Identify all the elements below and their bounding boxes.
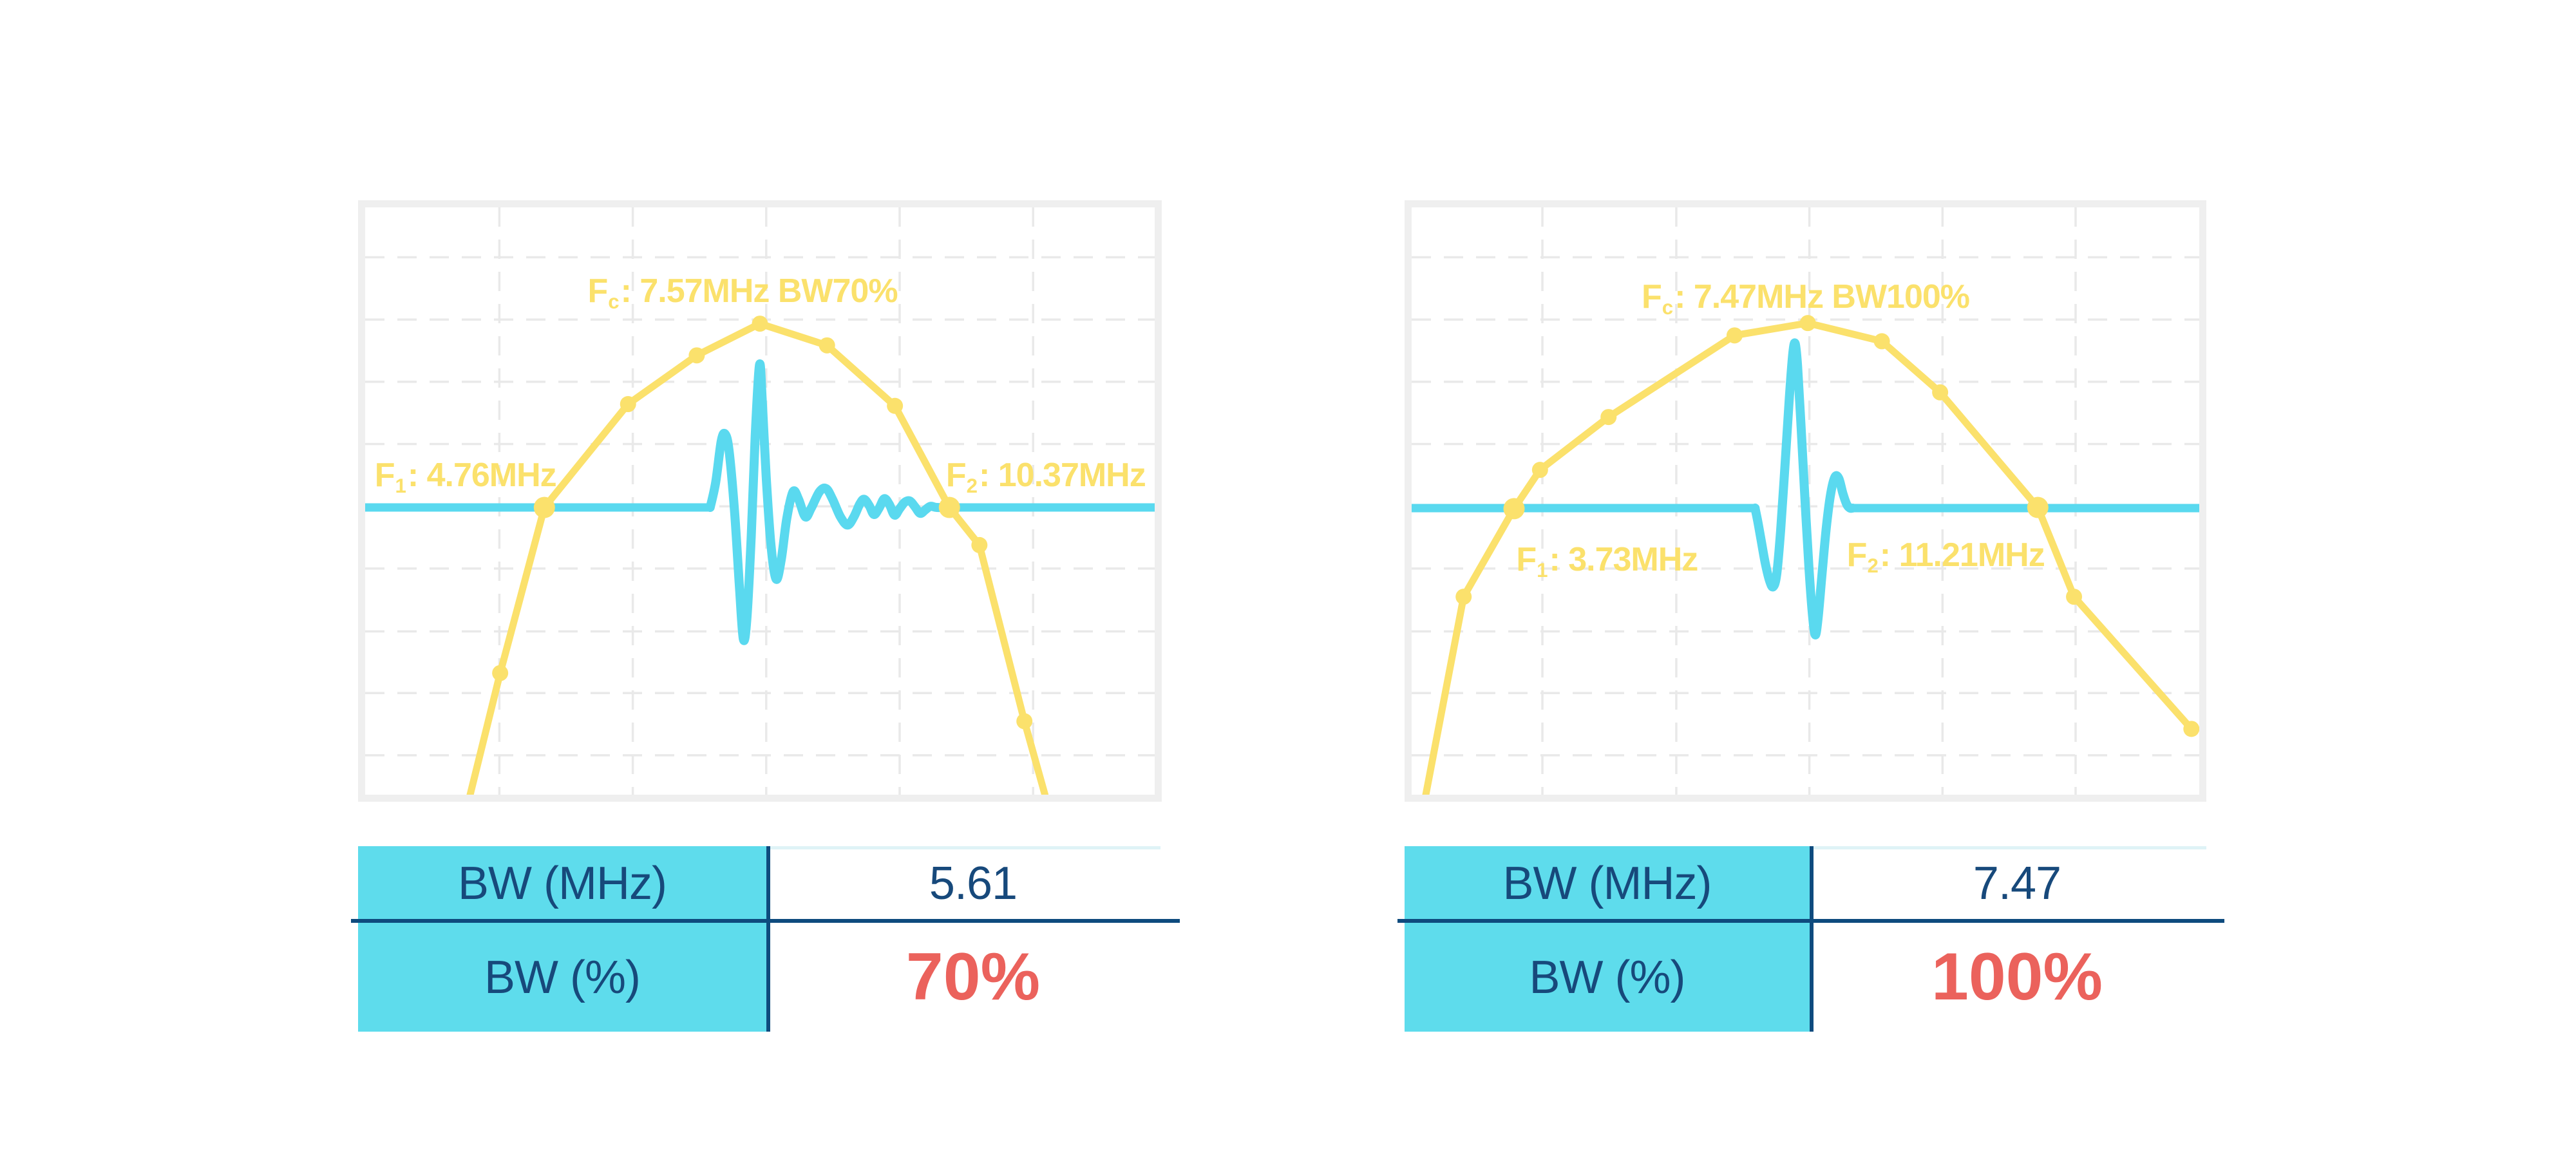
- f1-subscript: 1: [395, 475, 406, 498]
- f2-value: : 10.37MHz: [978, 456, 1146, 494]
- f1-prefix: F: [1516, 541, 1537, 579]
- fc-value: : 7.47MHz BW100%: [1674, 278, 1970, 316]
- bw-mhz-label: BW (MHz): [1502, 857, 1712, 909]
- fc-prefix: F: [587, 272, 608, 310]
- bw-mhz-label: BW (MHz): [458, 857, 667, 909]
- bw-mhz-value: 7.47: [1973, 857, 2061, 909]
- bw-pct-label-cell: BW (%): [1405, 923, 1810, 1032]
- left-f1-annotation: F1: 4.76MHz: [374, 456, 557, 498]
- bw-mhz-value: 5.61: [929, 857, 1018, 909]
- fc-prefix: F: [1641, 278, 1662, 316]
- bw-pct-value-cell: 100%: [1810, 923, 2224, 1032]
- left-f2-annotation: F2: 10.37MHz: [945, 456, 1146, 498]
- bw-mhz-value-cell: 5.61: [766, 846, 1180, 920]
- f1-value: : 3.73MHz: [1549, 541, 1698, 579]
- table-column-divider: [766, 846, 770, 1032]
- table-top-divider: [766, 846, 1160, 849]
- bw-pct-label: BW (%): [484, 951, 641, 1003]
- fc-subscript: c: [1662, 296, 1673, 319]
- bw-pct-label-cell: BW (%): [358, 923, 766, 1032]
- left-chart-panel: Fc: 7.57MHz BW70% F1: 4.76MHz F2: 10.37M…: [358, 200, 1162, 802]
- bw-mhz-label-cell: BW (MHz): [358, 846, 766, 920]
- f1-prefix: F: [374, 456, 395, 494]
- right-bandwidth-table: BW (MHz) 7.47 BW (%) 100%: [1397, 846, 2224, 1032]
- f2-subscript: 2: [1867, 554, 1878, 578]
- bw-pct-label: BW (%): [1529, 951, 1686, 1003]
- fc-value: : 7.57MHz BW70%: [620, 272, 898, 310]
- f1-subscript: 1: [1537, 559, 1548, 582]
- table-row-divider: [351, 919, 1180, 923]
- f2-value: : 11.21MHz: [1879, 536, 2045, 574]
- right-chart-panel: Fc: 7.47MHz BW100% F1: 3.73MHz F2: 11.21…: [1405, 200, 2206, 802]
- right-fc-annotation: Fc: 7.47MHz BW100%: [1641, 278, 1970, 319]
- f2-prefix: F: [1846, 536, 1868, 574]
- right-f1-annotation: F1: 3.73MHz: [1516, 540, 1698, 582]
- table-row: BW (%) 100%: [1405, 923, 2224, 1032]
- bw-mhz-label-cell: BW (MHz): [1405, 846, 1810, 920]
- f2-prefix: F: [945, 456, 967, 494]
- table-row: BW (MHz) 7.47: [1405, 846, 2224, 920]
- left-plot-svg: [365, 207, 1155, 795]
- bw-mhz-value-cell: 7.47: [1810, 846, 2224, 920]
- right-plot-svg: [1412, 207, 2199, 795]
- table-column-divider: [1810, 846, 1814, 1032]
- f1-value: : 4.76MHz: [407, 456, 557, 494]
- f2-subscript: 2: [966, 475, 978, 498]
- table-row: BW (MHz) 5.61: [358, 846, 1180, 920]
- fc-subscript: c: [608, 290, 619, 313]
- left-fc-annotation: Fc: 7.57MHz BW70%: [587, 272, 898, 313]
- right-f2-annotation: F2: 11.21MHz: [1846, 536, 2045, 578]
- table-row-divider: [1397, 919, 2224, 923]
- table-row: BW (%) 70%: [358, 923, 1180, 1032]
- bw-pct-value-cell: 70%: [766, 923, 1180, 1032]
- left-bandwidth-table: BW (MHz) 5.61 BW (%) 70%: [351, 846, 1180, 1032]
- bw-pct-value: 70%: [905, 940, 1041, 1014]
- bw-pct-value: 100%: [1931, 940, 2103, 1014]
- table-top-divider: [1810, 846, 2206, 849]
